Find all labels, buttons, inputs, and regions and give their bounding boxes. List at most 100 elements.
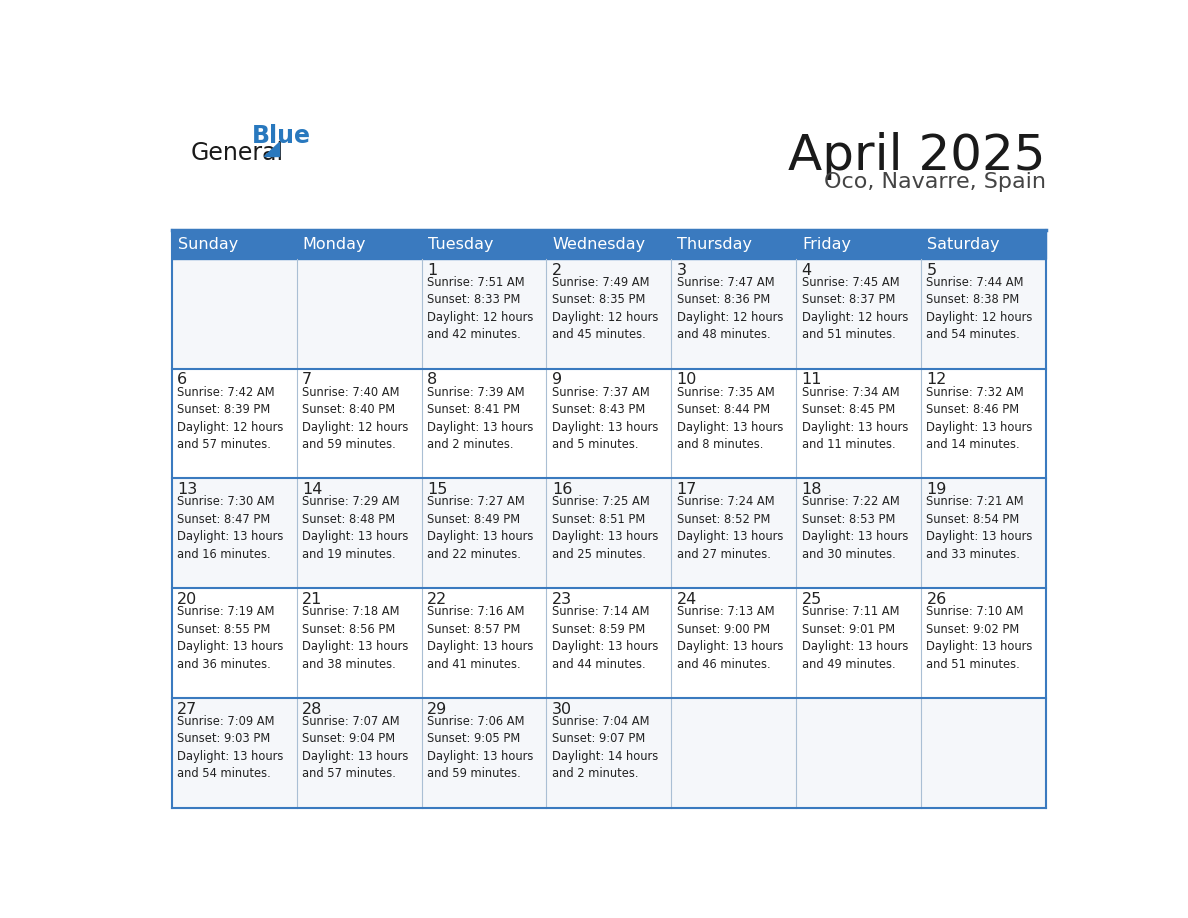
Text: Blue: Blue bbox=[252, 124, 310, 148]
Text: Saturday: Saturday bbox=[928, 237, 1000, 252]
Text: 25: 25 bbox=[802, 592, 822, 607]
Bar bbox=[422, 368, 546, 478]
Text: 19: 19 bbox=[927, 482, 947, 498]
Text: Sunrise: 7:47 AM
Sunset: 8:36 PM
Daylight: 12 hours
and 48 minutes.: Sunrise: 7:47 AM Sunset: 8:36 PM Dayligh… bbox=[677, 275, 783, 341]
Bar bbox=[172, 588, 297, 698]
Text: Sunrise: 7:06 AM
Sunset: 9:05 PM
Daylight: 13 hours
and 59 minutes.: Sunrise: 7:06 AM Sunset: 9:05 PM Dayligh… bbox=[426, 715, 533, 780]
Bar bbox=[172, 368, 297, 478]
Text: 3: 3 bbox=[677, 263, 687, 277]
Text: Monday: Monday bbox=[303, 237, 366, 252]
Text: 13: 13 bbox=[177, 482, 197, 498]
Text: 20: 20 bbox=[177, 592, 197, 607]
Text: April 2025: April 2025 bbox=[789, 131, 1045, 180]
Bar bbox=[921, 259, 1045, 368]
Text: 6: 6 bbox=[177, 373, 188, 387]
Text: 9: 9 bbox=[552, 373, 562, 387]
Bar bbox=[796, 259, 921, 368]
Text: Sunrise: 7:27 AM
Sunset: 8:49 PM
Daylight: 13 hours
and 22 minutes.: Sunrise: 7:27 AM Sunset: 8:49 PM Dayligh… bbox=[426, 496, 533, 561]
Text: Sunrise: 7:21 AM
Sunset: 8:54 PM
Daylight: 13 hours
and 33 minutes.: Sunrise: 7:21 AM Sunset: 8:54 PM Dayligh… bbox=[927, 496, 1032, 561]
Bar bbox=[921, 478, 1045, 588]
Bar bbox=[172, 230, 1045, 259]
Text: 18: 18 bbox=[802, 482, 822, 498]
Text: 28: 28 bbox=[302, 702, 322, 717]
Text: 11: 11 bbox=[802, 373, 822, 387]
Text: 8: 8 bbox=[426, 373, 437, 387]
Text: Sunrise: 7:22 AM
Sunset: 8:53 PM
Daylight: 13 hours
and 30 minutes.: Sunrise: 7:22 AM Sunset: 8:53 PM Dayligh… bbox=[802, 496, 908, 561]
Bar bbox=[796, 698, 921, 808]
Bar bbox=[796, 368, 921, 478]
Text: Sunrise: 7:39 AM
Sunset: 8:41 PM
Daylight: 13 hours
and 2 minutes.: Sunrise: 7:39 AM Sunset: 8:41 PM Dayligh… bbox=[426, 386, 533, 451]
Text: 5: 5 bbox=[927, 263, 936, 277]
Text: Sunrise: 7:45 AM
Sunset: 8:37 PM
Daylight: 12 hours
and 51 minutes.: Sunrise: 7:45 AM Sunset: 8:37 PM Dayligh… bbox=[802, 275, 908, 341]
Bar bbox=[671, 259, 796, 368]
Bar bbox=[921, 588, 1045, 698]
Text: Sunrise: 7:14 AM
Sunset: 8:59 PM
Daylight: 13 hours
and 44 minutes.: Sunrise: 7:14 AM Sunset: 8:59 PM Dayligh… bbox=[552, 605, 658, 671]
Text: General: General bbox=[191, 141, 284, 165]
Bar bbox=[671, 588, 796, 698]
Bar bbox=[422, 698, 546, 808]
Bar bbox=[546, 588, 671, 698]
Text: Oco, Navarre, Spain: Oco, Navarre, Spain bbox=[824, 172, 1045, 192]
Bar bbox=[297, 478, 422, 588]
Bar bbox=[921, 368, 1045, 478]
Bar bbox=[422, 588, 546, 698]
Text: Thursday: Thursday bbox=[677, 237, 752, 252]
Text: Sunrise: 7:29 AM
Sunset: 8:48 PM
Daylight: 13 hours
and 19 minutes.: Sunrise: 7:29 AM Sunset: 8:48 PM Dayligh… bbox=[302, 496, 409, 561]
Bar bbox=[172, 259, 297, 368]
Text: 1: 1 bbox=[426, 263, 437, 277]
Text: Sunrise: 7:32 AM
Sunset: 8:46 PM
Daylight: 13 hours
and 14 minutes.: Sunrise: 7:32 AM Sunset: 8:46 PM Dayligh… bbox=[927, 386, 1032, 451]
Text: Sunrise: 7:34 AM
Sunset: 8:45 PM
Daylight: 13 hours
and 11 minutes.: Sunrise: 7:34 AM Sunset: 8:45 PM Dayligh… bbox=[802, 386, 908, 451]
Bar bbox=[921, 698, 1045, 808]
Bar bbox=[546, 698, 671, 808]
Text: 17: 17 bbox=[677, 482, 697, 498]
Bar bbox=[422, 478, 546, 588]
Text: Wednesday: Wednesday bbox=[552, 237, 646, 252]
Text: 14: 14 bbox=[302, 482, 322, 498]
Bar bbox=[546, 368, 671, 478]
Text: 4: 4 bbox=[802, 263, 811, 277]
Text: Tuesday: Tuesday bbox=[428, 237, 493, 252]
Text: Sunrise: 7:49 AM
Sunset: 8:35 PM
Daylight: 12 hours
and 45 minutes.: Sunrise: 7:49 AM Sunset: 8:35 PM Dayligh… bbox=[552, 275, 658, 341]
Text: 27: 27 bbox=[177, 702, 197, 717]
Text: Sunrise: 7:19 AM
Sunset: 8:55 PM
Daylight: 13 hours
and 36 minutes.: Sunrise: 7:19 AM Sunset: 8:55 PM Dayligh… bbox=[177, 605, 284, 671]
Bar bbox=[297, 698, 422, 808]
Bar bbox=[172, 478, 297, 588]
Bar bbox=[422, 259, 546, 368]
Text: 2: 2 bbox=[552, 263, 562, 277]
Text: Sunrise: 7:37 AM
Sunset: 8:43 PM
Daylight: 13 hours
and 5 minutes.: Sunrise: 7:37 AM Sunset: 8:43 PM Dayligh… bbox=[552, 386, 658, 451]
Text: Sunrise: 7:10 AM
Sunset: 9:02 PM
Daylight: 13 hours
and 51 minutes.: Sunrise: 7:10 AM Sunset: 9:02 PM Dayligh… bbox=[927, 605, 1032, 671]
Bar bbox=[546, 259, 671, 368]
Bar bbox=[546, 478, 671, 588]
Text: Sunrise: 7:25 AM
Sunset: 8:51 PM
Daylight: 13 hours
and 25 minutes.: Sunrise: 7:25 AM Sunset: 8:51 PM Dayligh… bbox=[552, 496, 658, 561]
Text: 29: 29 bbox=[426, 702, 447, 717]
Text: Sunrise: 7:16 AM
Sunset: 8:57 PM
Daylight: 13 hours
and 41 minutes.: Sunrise: 7:16 AM Sunset: 8:57 PM Dayligh… bbox=[426, 605, 533, 671]
Text: 22: 22 bbox=[426, 592, 447, 607]
Bar bbox=[297, 368, 422, 478]
Bar bbox=[297, 259, 422, 368]
Bar bbox=[796, 588, 921, 698]
Text: 21: 21 bbox=[302, 592, 322, 607]
Text: Sunday: Sunday bbox=[178, 237, 239, 252]
Text: Sunrise: 7:24 AM
Sunset: 8:52 PM
Daylight: 13 hours
and 27 minutes.: Sunrise: 7:24 AM Sunset: 8:52 PM Dayligh… bbox=[677, 496, 783, 561]
Polygon shape bbox=[264, 142, 279, 156]
Text: Sunrise: 7:04 AM
Sunset: 9:07 PM
Daylight: 14 hours
and 2 minutes.: Sunrise: 7:04 AM Sunset: 9:07 PM Dayligh… bbox=[552, 715, 658, 780]
Text: Sunrise: 7:09 AM
Sunset: 9:03 PM
Daylight: 13 hours
and 54 minutes.: Sunrise: 7:09 AM Sunset: 9:03 PM Dayligh… bbox=[177, 715, 284, 780]
Text: Sunrise: 7:35 AM
Sunset: 8:44 PM
Daylight: 13 hours
and 8 minutes.: Sunrise: 7:35 AM Sunset: 8:44 PM Dayligh… bbox=[677, 386, 783, 451]
Text: Sunrise: 7:42 AM
Sunset: 8:39 PM
Daylight: 12 hours
and 57 minutes.: Sunrise: 7:42 AM Sunset: 8:39 PM Dayligh… bbox=[177, 386, 284, 451]
Text: 16: 16 bbox=[552, 482, 573, 498]
Bar bbox=[671, 478, 796, 588]
Text: Sunrise: 7:51 AM
Sunset: 8:33 PM
Daylight: 12 hours
and 42 minutes.: Sunrise: 7:51 AM Sunset: 8:33 PM Dayligh… bbox=[426, 275, 533, 341]
Text: Sunrise: 7:11 AM
Sunset: 9:01 PM
Daylight: 13 hours
and 49 minutes.: Sunrise: 7:11 AM Sunset: 9:01 PM Dayligh… bbox=[802, 605, 908, 671]
Text: 26: 26 bbox=[927, 592, 947, 607]
Text: Sunrise: 7:44 AM
Sunset: 8:38 PM
Daylight: 12 hours
and 54 minutes.: Sunrise: 7:44 AM Sunset: 8:38 PM Dayligh… bbox=[927, 275, 1032, 341]
Text: 15: 15 bbox=[426, 482, 448, 498]
Text: Sunrise: 7:40 AM
Sunset: 8:40 PM
Daylight: 12 hours
and 59 minutes.: Sunrise: 7:40 AM Sunset: 8:40 PM Dayligh… bbox=[302, 386, 409, 451]
Bar bbox=[671, 368, 796, 478]
Bar bbox=[671, 698, 796, 808]
Text: Sunrise: 7:30 AM
Sunset: 8:47 PM
Daylight: 13 hours
and 16 minutes.: Sunrise: 7:30 AM Sunset: 8:47 PM Dayligh… bbox=[177, 496, 284, 561]
Text: 10: 10 bbox=[677, 373, 697, 387]
Bar bbox=[172, 698, 297, 808]
Text: 12: 12 bbox=[927, 373, 947, 387]
Text: Friday: Friday bbox=[802, 237, 852, 252]
Bar bbox=[297, 588, 422, 698]
